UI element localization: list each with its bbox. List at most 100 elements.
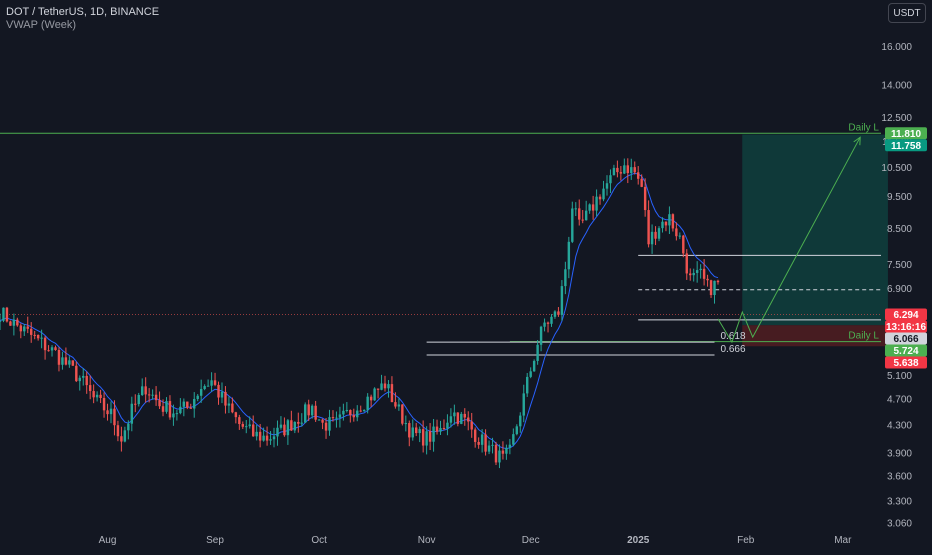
candle-body (317, 419, 321, 421)
candle-body (487, 445, 491, 452)
candle-body (695, 270, 699, 273)
candle-body (574, 208, 577, 210)
price-tag (885, 356, 927, 369)
candle-body (224, 391, 227, 406)
candle-body (383, 383, 387, 389)
candle-body (588, 204, 591, 211)
candle-body (664, 221, 668, 226)
candle-body (640, 178, 643, 187)
price-tag-label: 11.810 (891, 129, 921, 140)
loss-zone (742, 325, 888, 347)
candle-body (626, 165, 630, 173)
candle-body (5, 307, 9, 322)
symbol-title[interactable]: DOT / TetherUS, 1D, BINANCE (6, 6, 160, 18)
candle-body (460, 413, 463, 424)
candle-body (671, 214, 675, 229)
candle-body (82, 375, 85, 378)
candle-body (643, 186, 647, 211)
price-tag-label: 11.758 (891, 141, 921, 152)
candle-body (421, 429, 425, 446)
candle-body (376, 388, 380, 390)
price-tick-label: 7.500 (887, 260, 912, 271)
candle-body (356, 410, 359, 418)
candle-body (179, 406, 182, 414)
candle-body (279, 424, 283, 428)
price-tag-label: 13:16:16 (886, 322, 926, 333)
candle-body (432, 426, 435, 442)
candle-body (217, 384, 220, 398)
candle-body (186, 401, 189, 408)
candle-body (220, 391, 224, 398)
vwap-line (0, 172, 719, 450)
candle-body (95, 394, 99, 398)
indicator-label[interactable]: VWAP (Week) (6, 19, 77, 31)
line-label: Daily L (848, 122, 879, 133)
price-tick-label: 16.000 (881, 42, 912, 53)
candle-body (134, 403, 137, 405)
candle-body (172, 413, 175, 418)
price-tag (885, 127, 927, 140)
candle-body (68, 360, 71, 365)
price-tag-label: 5.724 (893, 346, 918, 357)
price-tick-label: 3.900 (887, 448, 912, 459)
candle-body (88, 385, 92, 392)
chart-legend: DOT / TetherUS, 1D, BINANCE VWAP (Week) (6, 6, 159, 32)
candle-body (147, 394, 151, 396)
candle-body (61, 357, 64, 365)
price-tick-label: 4.300 (887, 420, 912, 431)
candle-body (43, 337, 47, 351)
candle-body (23, 326, 26, 332)
currency-button[interactable]: USDT (888, 3, 926, 23)
candle-body (238, 417, 241, 425)
candle-body (605, 183, 609, 189)
candle-body (251, 424, 255, 437)
candle-body (522, 393, 525, 416)
candle-body (619, 172, 623, 174)
candle-body (293, 421, 297, 431)
candle-body (106, 410, 109, 415)
candle-body (536, 344, 539, 361)
candle-body (144, 386, 147, 395)
price-tick-label: 9.500 (887, 192, 912, 203)
candle-body (373, 388, 376, 401)
candle-body (227, 403, 231, 406)
candle-body (50, 347, 54, 351)
candle-body (578, 208, 581, 220)
candle-body (331, 417, 335, 419)
candle-body (633, 167, 636, 173)
candle-body (560, 286, 564, 315)
candle-body (16, 319, 19, 326)
candle-body (713, 280, 716, 296)
price-tick-label: 12.500 (881, 113, 912, 124)
projection-path (717, 136, 861, 344)
candle-body (470, 421, 473, 430)
price-tag (885, 139, 927, 152)
candle-body (30, 328, 33, 335)
candle-body (501, 450, 505, 454)
candle-body (595, 196, 598, 211)
candle-body (255, 431, 258, 437)
candle-body (484, 434, 487, 452)
candle-body (716, 280, 720, 283)
time-tick-label: Sep (206, 535, 224, 546)
candle-body (158, 400, 161, 407)
price-tag-label: 6.066 (893, 334, 918, 345)
candle-body (75, 365, 78, 382)
candle-body (456, 412, 460, 424)
candle-body (411, 427, 414, 438)
candle-body (116, 425, 120, 437)
candle-body (453, 412, 456, 417)
candle-body (515, 426, 519, 435)
price-tag (885, 308, 927, 321)
candle-body (2, 307, 5, 321)
candle-body (525, 376, 529, 394)
candle-body (425, 431, 428, 446)
candle-body (477, 441, 480, 445)
candle-body (581, 219, 584, 221)
candle-body (654, 231, 657, 239)
candle-body (571, 208, 574, 242)
candle-body (338, 414, 342, 418)
